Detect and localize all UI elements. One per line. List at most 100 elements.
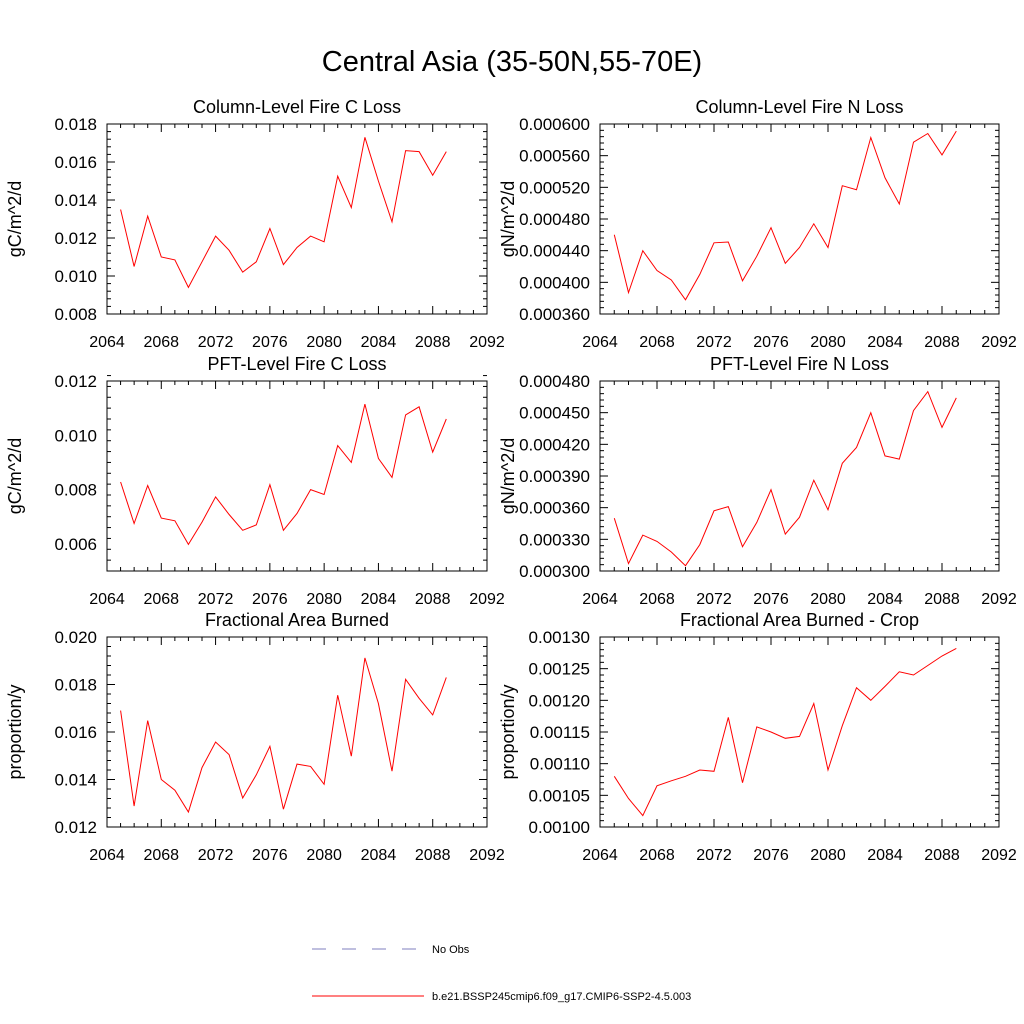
chart-title: PFT-Level Fire C Loss: [207, 354, 386, 374]
x-tick-label: 2076: [753, 334, 789, 351]
y-tick-label: 0.008: [54, 305, 97, 324]
page-title: Central Asia (35-50N,55-70E): [321, 46, 703, 78]
y-tick-label: 0.000480: [519, 372, 590, 391]
y-tick-label: 0.012: [54, 229, 97, 248]
x-tick-label: 2088: [924, 591, 960, 608]
x-tick-label: 2076: [753, 847, 789, 864]
y-tick-label: 0.000520: [519, 178, 590, 197]
y-tick-label: 0.00120: [529, 691, 590, 710]
x-tick-label: 2076: [753, 591, 789, 608]
y-axis-label: gC/m^2/d: [5, 181, 25, 257]
x-tick-label: 2068: [143, 847, 179, 864]
series-line: [120, 403, 447, 546]
series-line: [120, 137, 447, 289]
x-tick-label: 2092: [469, 334, 505, 351]
x-tick-label: 2080: [810, 334, 846, 351]
x-tick-label: 2080: [810, 591, 846, 608]
chart-title: Fractional Area Burned - Crop: [680, 610, 919, 630]
x-tick-label: 2088: [924, 847, 960, 864]
y-axis-label: proportion/y: [5, 684, 25, 779]
y-tick-label: 0.014: [54, 191, 97, 210]
x-tick-label: 2092: [469, 591, 505, 608]
chart-panel-4: PFT-Level Fire N Loss gN/m^2/d 2064 2068 207…: [498, 354, 1017, 608]
x-tick-label: 2076: [252, 847, 288, 864]
x-tick-label: 2092: [981, 334, 1017, 351]
x-tick-label: 2084: [867, 334, 903, 351]
x-tick-label: 2092: [981, 591, 1017, 608]
y-axis-label: gN/m^2/d: [498, 181, 518, 257]
y-tick-label: 0.016: [54, 723, 97, 742]
x-tick-label: 2084: [867, 591, 903, 608]
x-tick-label: 2072: [198, 591, 234, 608]
legend-obs-label: No Obs: [432, 944, 470, 956]
x-tick-label: 2080: [306, 591, 342, 608]
y-tick-label: 0.010: [54, 426, 97, 445]
y-axis-label: gN/m^2/d: [498, 438, 518, 514]
y-tick-label: 0.000300: [519, 562, 590, 581]
y-tick-label: 0.006: [54, 535, 97, 554]
x-tick-label: 2068: [639, 847, 675, 864]
x-tick-label: 2064: [582, 334, 618, 351]
y-tick-label: 0.000330: [519, 530, 590, 549]
x-tick-label: 2088: [415, 591, 451, 608]
x-tick-label: 2084: [867, 847, 903, 864]
chart-panel-1: Column-Level Fire C Loss gC/m^2/d 2064 2068…: [5, 97, 505, 351]
y-tick-label: 0.008: [54, 481, 97, 500]
x-tick-label: 2068: [639, 334, 675, 351]
y-tick-label: 0.000440: [519, 242, 590, 261]
x-tick-label: 2072: [696, 334, 732, 351]
chart-title: Column-Level Fire C Loss: [193, 97, 401, 117]
y-tick-label: 0.016: [54, 153, 97, 172]
chart-title: PFT-Level Fire N Loss: [710, 354, 889, 374]
y-axis-label: gC/m^2/d: [5, 438, 25, 514]
x-tick-label: 2080: [306, 334, 342, 351]
series-line: [613, 390, 957, 567]
y-tick-label: 0.00115: [530, 723, 590, 742]
x-tick-label: 2076: [252, 591, 288, 608]
x-tick-label: 2068: [143, 591, 179, 608]
y-tick-label: 0.014: [54, 771, 97, 790]
x-tick-label: 2068: [143, 334, 179, 351]
y-tick-label: 0.000450: [519, 404, 590, 423]
x-tick-label: 2080: [306, 847, 342, 864]
x-tick-label: 2068: [639, 591, 675, 608]
x-tick-label: 2072: [696, 591, 732, 608]
x-tick-label: 2088: [415, 334, 451, 351]
y-tick-label: 0.000360: [519, 305, 590, 324]
series-line: [613, 647, 957, 817]
chart-panel-6: Fractional Area Burned - Crop proportion/…: [498, 610, 1017, 864]
y-tick-label: 0.00130: [529, 628, 590, 647]
x-tick-label: 2064: [582, 847, 618, 864]
y-tick-label: 0.000400: [519, 273, 590, 292]
x-tick-label: 2064: [582, 591, 618, 608]
x-tick-label: 2092: [981, 847, 1017, 864]
chart-title: Fractional Area Burned: [205, 610, 389, 630]
x-tick-label: 2064: [89, 334, 125, 351]
chart-title: Column-Level Fire N Loss: [695, 97, 903, 117]
legend-model-label: b.e21.BSSP245cmip6.f09_g17.CMIP6-SSP2-4.…: [432, 991, 691, 1003]
x-tick-label: 2084: [361, 334, 397, 351]
y-tick-label: 0.020: [54, 628, 97, 647]
x-tick-label: 2076: [252, 334, 288, 351]
x-tick-label: 2080: [810, 847, 846, 864]
y-tick-label: 0.018: [54, 676, 97, 695]
y-tick-label: 0.00105: [529, 786, 590, 805]
chart-panel-2: Column-Level Fire N Loss gN/m^2/d 2064 2068…: [498, 97, 1017, 351]
chart-panel-3: PFT-Level Fire C Loss gC/m^2/d 2064 2068 207…: [5, 354, 505, 608]
y-tick-label: 0.000480: [519, 210, 590, 229]
x-tick-label: 2072: [198, 334, 234, 351]
x-tick-label: 2072: [696, 847, 732, 864]
y-tick-label: 0.000600: [519, 115, 590, 134]
y-tick-label: 0.000560: [519, 147, 590, 166]
y-tick-label: 0.00100: [529, 818, 590, 837]
x-tick-label: 2072: [198, 847, 234, 864]
y-tick-label: 0.010: [54, 267, 97, 286]
y-tick-label: 0.000390: [519, 467, 590, 486]
chart-panel-5: Fractional Area Burned proportion/y 2064 20…: [5, 610, 505, 864]
y-axis-label: proportion/y: [498, 684, 518, 779]
x-tick-label: 2088: [415, 847, 451, 864]
x-tick-label: 2084: [361, 847, 397, 864]
x-tick-label: 2092: [469, 847, 505, 864]
